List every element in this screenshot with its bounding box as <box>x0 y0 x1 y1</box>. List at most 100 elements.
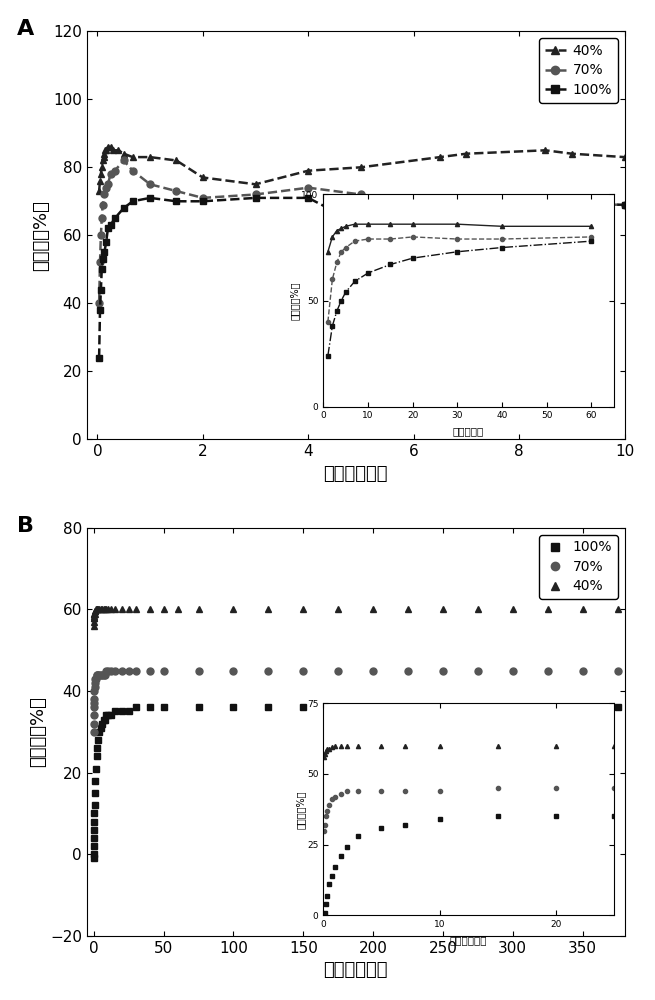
40% <box>91 605 99 617</box>
70% <box>90 726 98 738</box>
70% <box>92 669 100 681</box>
40% <box>102 144 109 156</box>
100% <box>369 701 377 713</box>
70% <box>129 165 137 177</box>
70% <box>91 673 99 685</box>
100% <box>462 205 470 217</box>
70% <box>620 199 628 211</box>
40% <box>90 610 98 622</box>
70% <box>92 673 100 685</box>
100% <box>102 709 110 721</box>
40% <box>620 151 628 163</box>
40% <box>174 603 181 615</box>
40% <box>107 141 115 153</box>
70% <box>100 188 108 200</box>
70% <box>229 665 237 677</box>
70% <box>614 665 622 677</box>
40% <box>125 603 133 615</box>
40% <box>92 603 100 615</box>
100% <box>96 726 103 738</box>
40% <box>90 608 98 620</box>
70% <box>199 192 207 204</box>
Text: A: A <box>17 19 34 39</box>
100% <box>614 701 622 713</box>
40% <box>95 185 103 197</box>
40% <box>104 141 112 153</box>
40% <box>90 612 98 624</box>
40% <box>568 148 576 160</box>
100% <box>305 192 312 204</box>
100% <box>146 192 154 204</box>
40% <box>252 178 259 190</box>
70% <box>334 665 342 677</box>
40% <box>97 168 105 180</box>
70% <box>132 665 140 677</box>
40% <box>115 144 122 156</box>
40% <box>118 603 126 615</box>
100% <box>90 840 98 852</box>
100% <box>91 787 99 799</box>
100% <box>102 236 110 248</box>
100% <box>265 701 272 713</box>
70% <box>299 665 307 677</box>
40% <box>146 603 154 615</box>
40% <box>104 603 112 615</box>
X-axis label: 时间（小时）: 时间（小时） <box>324 961 388 979</box>
100% <box>99 253 107 265</box>
40% <box>299 603 307 615</box>
40% <box>101 603 109 615</box>
40% <box>544 603 552 615</box>
100% <box>436 219 444 231</box>
100% <box>104 222 112 234</box>
100% <box>146 701 154 713</box>
100% <box>107 219 115 231</box>
100% <box>160 701 168 713</box>
70% <box>462 202 470 214</box>
40% <box>542 144 550 156</box>
70% <box>195 665 202 677</box>
70% <box>111 165 119 177</box>
70% <box>107 665 115 677</box>
100% <box>129 195 137 207</box>
100% <box>97 722 105 734</box>
40% <box>90 612 98 624</box>
40% <box>436 151 444 163</box>
100% <box>97 284 105 296</box>
70% <box>102 182 110 194</box>
Line: 40%: 40% <box>90 606 621 629</box>
40% <box>265 603 272 615</box>
70% <box>474 665 482 677</box>
70% <box>98 212 105 224</box>
100% <box>579 701 587 713</box>
Line: 100%: 100% <box>90 704 621 862</box>
100% <box>439 701 447 713</box>
70% <box>90 718 98 730</box>
X-axis label: 时间（分钟）: 时间（分钟） <box>324 465 388 483</box>
40% <box>100 151 107 163</box>
40% <box>579 603 587 615</box>
100% <box>92 763 100 775</box>
70% <box>90 685 98 697</box>
100% <box>195 701 202 713</box>
40% <box>129 151 137 163</box>
40% <box>97 603 105 615</box>
70% <box>90 693 98 705</box>
100% <box>98 718 106 730</box>
70% <box>120 154 128 166</box>
70% <box>305 182 312 194</box>
40% <box>99 154 107 166</box>
70% <box>90 709 98 721</box>
Line: 70%: 70% <box>96 157 628 307</box>
40% <box>195 603 202 615</box>
100% <box>98 263 105 275</box>
70% <box>436 205 444 217</box>
40% <box>102 144 110 156</box>
40% <box>111 603 119 615</box>
70% <box>107 168 115 180</box>
40% <box>102 603 110 615</box>
Text: B: B <box>17 516 34 536</box>
40% <box>100 148 108 160</box>
40% <box>90 620 98 632</box>
100% <box>111 705 119 717</box>
100% <box>90 799 98 811</box>
